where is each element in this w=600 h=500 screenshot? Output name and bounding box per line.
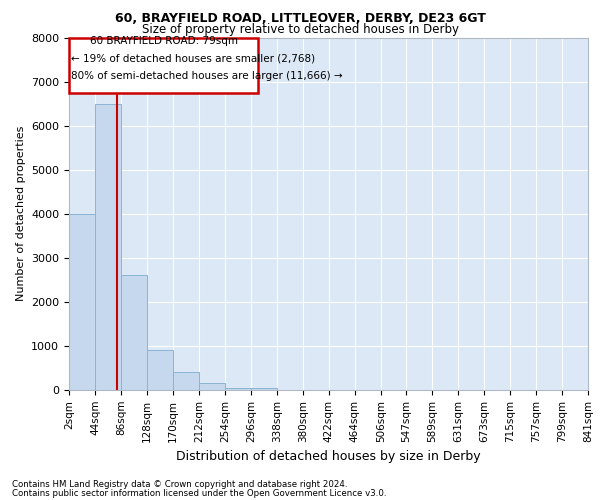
Bar xyxy=(251,388,277,390)
Text: Contains public sector information licensed under the Open Government Licence v3: Contains public sector information licen… xyxy=(12,488,386,498)
Text: 60 BRAYFIELD ROAD: 79sqm: 60 BRAYFIELD ROAD: 79sqm xyxy=(89,36,238,46)
Bar xyxy=(69,214,95,390)
Text: 60, BRAYFIELD ROAD, LITTLEOVER, DERBY, DE23 6GT: 60, BRAYFIELD ROAD, LITTLEOVER, DERBY, D… xyxy=(115,12,485,26)
Y-axis label: Number of detached properties: Number of detached properties xyxy=(16,126,26,302)
Bar xyxy=(147,350,173,390)
Text: Size of property relative to detached houses in Derby: Size of property relative to detached ho… xyxy=(142,22,458,36)
Text: ← 19% of detached houses are smaller (2,768): ← 19% of detached houses are smaller (2,… xyxy=(71,53,315,63)
Bar xyxy=(173,372,199,390)
Bar xyxy=(69,38,258,92)
Bar xyxy=(199,384,225,390)
Bar xyxy=(121,276,147,390)
Bar xyxy=(225,388,251,390)
Bar xyxy=(95,104,121,390)
Text: 80% of semi-detached houses are larger (11,666) →: 80% of semi-detached houses are larger (… xyxy=(71,70,343,81)
X-axis label: Distribution of detached houses by size in Derby: Distribution of detached houses by size … xyxy=(176,450,481,463)
Text: Contains HM Land Registry data © Crown copyright and database right 2024.: Contains HM Land Registry data © Crown c… xyxy=(12,480,347,489)
